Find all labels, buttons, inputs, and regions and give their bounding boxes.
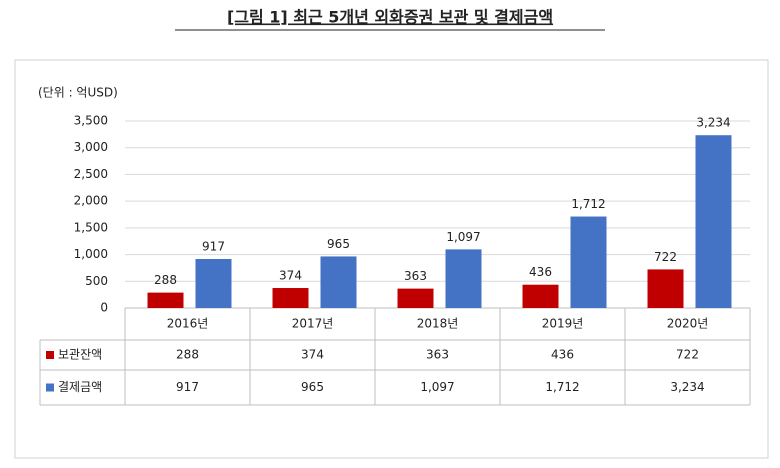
x-tick-label: 2017년 (292, 317, 334, 331)
data-label: 374 (279, 269, 302, 283)
table-cell: 436 (551, 348, 574, 362)
legend-swatch (46, 383, 54, 392)
bar (570, 216, 607, 308)
data-label: 436 (529, 265, 552, 279)
data-label: 917 (202, 240, 225, 254)
bar (320, 256, 357, 308)
table-cell: 3,234 (670, 380, 704, 394)
bar (647, 269, 684, 308)
y-tick-label: 500 (85, 274, 108, 288)
table-cell: 722 (676, 348, 699, 362)
data-label: 965 (327, 237, 350, 251)
y-tick-label: 2,500 (74, 167, 108, 181)
data-label: 363 (404, 269, 427, 283)
y-tick-label: 3,500 (74, 114, 108, 128)
chart-title: [그림 1] 최근 5개년 외화증권 보관 및 결제금액 (227, 8, 553, 27)
legend-label: 결제금액 (58, 380, 102, 394)
data-label: 722 (654, 250, 677, 264)
table-cell: 965 (301, 380, 324, 394)
data-label: 1,712 (571, 197, 605, 211)
bar (397, 288, 434, 308)
y-tick-label: 3,000 (74, 140, 108, 154)
data-label: 288 (154, 273, 177, 287)
legend-label: 보관잔액 (58, 348, 102, 362)
y-tick-label: 2,000 (74, 194, 108, 208)
x-tick-label: 2018년 (417, 317, 459, 331)
y-tick-label: 0 (100, 301, 108, 315)
x-tick-label: 2019년 (542, 317, 584, 331)
table-cell: 1,712 (545, 380, 579, 394)
bar (445, 249, 482, 308)
x-tick-label: 2016년 (167, 317, 209, 331)
bar (147, 292, 184, 308)
table-cell: 374 (301, 348, 324, 362)
table-cell: 1,097 (420, 380, 454, 394)
table-cell: 917 (176, 380, 199, 394)
x-tick-label: 2020년 (667, 317, 709, 331)
data-label: 3,234 (696, 116, 730, 130)
table-cell: 363 (426, 348, 449, 362)
bar (695, 135, 732, 308)
y-tick-label: 1,500 (74, 220, 108, 234)
bar (195, 259, 232, 308)
table-cell: 288 (176, 348, 199, 362)
unit-label: (단위 : 억USD) (38, 86, 118, 100)
chart-frame (14, 59, 769, 459)
y-tick-label: 1,000 (74, 247, 108, 261)
bar (522, 284, 559, 308)
bar (272, 288, 309, 308)
data-label: 1,097 (446, 230, 480, 244)
legend-swatch (46, 351, 54, 359)
